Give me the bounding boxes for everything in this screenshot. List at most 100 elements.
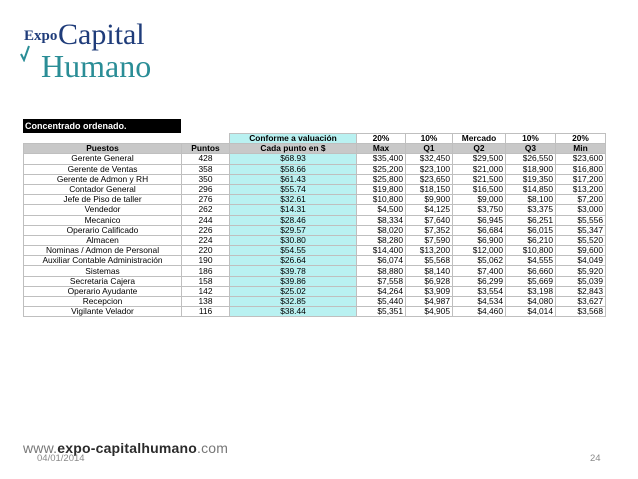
cell-puntos: 428	[181, 153, 230, 165]
cell-max: $10,800	[356, 194, 406, 206]
table-row: Auxiliar Contable Administración 190 $26.6…	[23, 255, 606, 267]
cell-puntos: 226	[181, 224, 230, 236]
cell-puntos: 220	[181, 245, 230, 257]
cell-q3: $14,850	[505, 183, 556, 196]
table-row: Vendedor 262 $14.31 $4,500 $4,125 $3,750 $3,37…	[23, 204, 606, 216]
column-header-cada-punto: Cada punto en $	[229, 143, 357, 155]
cell-max: $4,500	[356, 204, 406, 216]
cell-puesto: Operario Calificado	[23, 224, 182, 236]
header-pct-q3: 10%	[505, 132, 556, 145]
cell-q1: $5,568	[405, 255, 453, 267]
cell-max: $25,200	[356, 163, 406, 175]
column-header-q2: Q2	[452, 143, 506, 155]
cell-puntos: 244	[181, 214, 230, 226]
cell-q3: $5,669	[505, 275, 556, 287]
cell-min: $3,627	[555, 295, 606, 308]
cell-cada-punto: $25.02	[229, 285, 357, 298]
footer-url-suffix: .com	[196, 440, 229, 456]
header-pct-min: 20%	[555, 132, 606, 145]
footer-url-prefix: www.	[23, 440, 58, 456]
cell-min: $5,920	[555, 265, 606, 277]
cell-min: $5,347	[555, 224, 606, 236]
header-blank-cell	[24, 134, 182, 144]
cell-min: $2,843	[555, 285, 606, 298]
cell-max: $19,800	[356, 183, 406, 196]
cell-min: $4,049	[555, 255, 606, 267]
table-row: Gerente de Admon y RH 350 $61.43 $25,800 $23…	[23, 173, 606, 185]
cell-q2: $5,062	[452, 255, 506, 267]
cell-min: $3,568	[555, 306, 606, 318]
cell-min: $17,200	[555, 173, 606, 185]
table-row: Contador General 296 $55.74 $19,800 $18,150 $…	[23, 183, 606, 196]
cell-cada-punto: $29.57	[229, 224, 357, 236]
cell-max: $8,020	[356, 224, 406, 236]
cell-q3: $19,350	[505, 173, 556, 185]
table-row: Mecanico 244 $28.46 $8,334 $7,640 $6,945 $6,25…	[23, 214, 606, 226]
cell-puesto: Recepcion	[23, 295, 182, 308]
cell-puesto: Secretaria Cajera	[23, 275, 182, 287]
cell-puesto: Gerente de Admon y RH	[23, 173, 182, 185]
cell-max: $6,074	[356, 255, 406, 267]
header-blank-cell	[182, 134, 230, 144]
cell-puntos: 296	[181, 183, 230, 196]
table-row: Vigilante Velador 116 $38.44 $5,351 $4,905 $4…	[23, 306, 606, 318]
table-row: Almacen 224 $30.80 $8,280 $7,590 $6,900 $6,210…	[23, 234, 606, 247]
cell-q1: $4,125	[405, 204, 453, 216]
cell-min: $3,000	[555, 204, 606, 216]
logo-expo-text: Expo	[24, 28, 58, 44]
table-row: Jefe de Piso de taller 276 $32.61 $10,800 $9…	[23, 194, 606, 206]
cell-q2: $4,460	[452, 306, 506, 318]
cell-cada-punto: $26.64	[229, 255, 357, 267]
cell-q3: $4,080	[505, 295, 556, 308]
cell-min: $23,600	[555, 153, 606, 165]
cell-puntos: 190	[181, 255, 230, 267]
cell-q3: $3,375	[505, 204, 556, 216]
cell-q2: $6,945	[452, 214, 506, 226]
cell-cada-punto: $39.78	[229, 265, 357, 277]
cell-q2: $3,554	[452, 285, 506, 298]
footer-url-main: expo-capitalhumano	[57, 440, 197, 456]
cell-q2: $12,000	[452, 245, 506, 257]
header-pct-max: 20%	[356, 132, 406, 145]
column-header-puestos: Puestos	[23, 143, 182, 155]
cell-q1: $23,650	[405, 173, 453, 185]
cell-puesto: Mecanico	[23, 214, 182, 226]
salary-table: Conforme a valuación 20% 10% Mercado 10%…	[23, 132, 606, 318]
cell-puntos: 138	[181, 295, 230, 308]
cell-q3: $18,900	[505, 163, 556, 175]
cell-q1: $23,100	[405, 163, 453, 175]
cell-q3: $3,198	[505, 285, 556, 298]
cell-puesto: Vendedor	[23, 204, 182, 216]
cell-q2: $4,534	[452, 295, 506, 308]
table-row: Sistemas 186 $39.78 $8,880 $8,140 $7,400 $6,66…	[23, 265, 606, 277]
cell-max: $8,880	[356, 265, 406, 277]
cell-min: $16,800	[555, 163, 606, 175]
cell-puesto: Nominas / Admon de Personal	[23, 245, 182, 257]
cell-max: $8,334	[356, 214, 406, 226]
cell-cada-punto: $14.31	[229, 204, 357, 216]
header-row-top: Conforme a valuación 20% 10% Mercado 10%…	[24, 132, 606, 145]
logo-humano-text: Humano	[41, 48, 152, 84]
table-row: Nominas / Admon de Personal 220 $54.55 $14,…	[23, 245, 606, 257]
cell-q2: $21,000	[452, 163, 506, 175]
header-conforme: Conforme a valuación	[229, 132, 357, 145]
cell-cada-punto: $30.80	[229, 234, 357, 247]
cell-puesto: Jefe de Piso de taller	[23, 194, 182, 206]
cell-cada-punto: $61.43	[229, 173, 357, 185]
cell-max: $4,264	[356, 285, 406, 298]
cell-q1: $4,905	[405, 306, 453, 318]
cell-max: $5,351	[356, 306, 406, 318]
cell-q1: $18,150	[405, 183, 453, 196]
footer-website: www.expo-capitalhumano.com	[23, 440, 228, 456]
column-header-max: Max	[356, 143, 406, 155]
cell-max: $7,558	[356, 275, 406, 287]
cell-puesto: Contador General	[23, 183, 182, 196]
cell-q2: $16,500	[452, 183, 506, 196]
cell-puesto: Sistemas	[23, 265, 182, 277]
cell-puesto: Operario Ayudante	[23, 285, 182, 298]
cell-q1: $8,140	[405, 265, 453, 277]
cell-puntos: 358	[181, 163, 230, 175]
cell-puntos: 224	[181, 234, 230, 247]
logo-mark-icon	[20, 45, 30, 62]
cell-cada-punto: $32.61	[229, 194, 357, 206]
